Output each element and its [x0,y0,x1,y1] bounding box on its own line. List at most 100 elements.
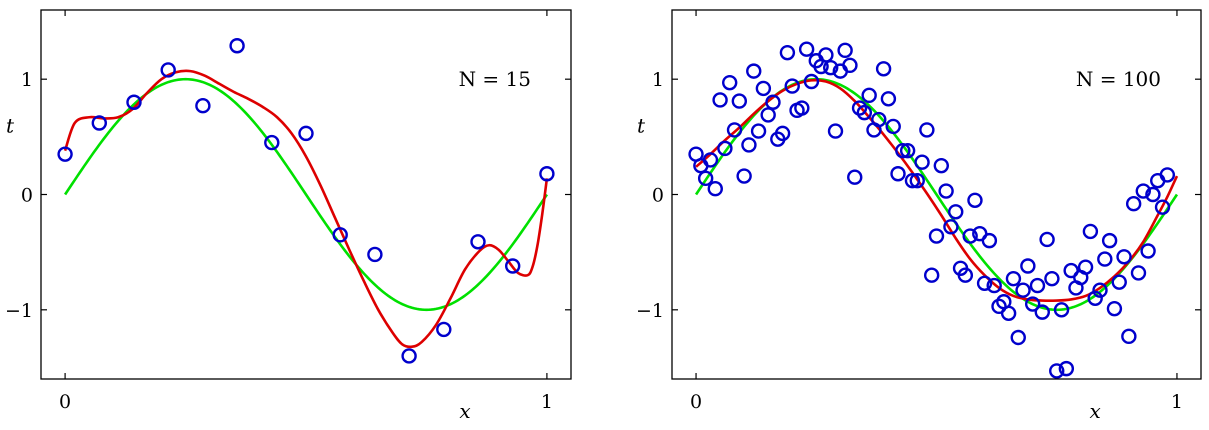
x-axis-label: x [1090,399,1101,423]
data-point [57,146,73,162]
data-point [332,227,348,243]
true-function-curve [64,77,548,312]
data-point [712,92,728,108]
fitted-curve [695,78,1179,303]
data-point [1125,196,1142,212]
chart-panel-n15: 0 1 −1 0 1 x t N = 15 [5,9,572,423]
data-point [823,59,839,76]
sample-size-annotation: N = 15 [459,67,531,91]
y-tick-label: 1 [652,69,664,91]
data-point [1111,274,1127,290]
data-point [1044,270,1060,287]
data-point [962,228,978,244]
data-point [1140,243,1156,259]
data-point [741,137,757,153]
data-point [1097,251,1113,267]
curve-layer [63,69,549,349]
y-axis-label: t [637,113,646,137]
sample-size-annotation: N = 100 [1076,67,1161,91]
y-axis-label: t [6,113,15,137]
data-point [842,57,858,74]
data-point [933,157,950,174]
data-point [875,61,892,77]
data-point [1024,296,1041,312]
data-point [505,258,521,274]
curve-layer [694,77,1179,312]
data-point [470,234,486,250]
data-point [885,118,901,135]
chart-panel-n100: 0 1 −1 0 1 x t N = 100 [636,9,1202,423]
data-point [1130,265,1147,281]
data-point [938,183,954,199]
data-point [1058,360,1075,377]
data-point [827,123,844,139]
data-point [818,47,834,63]
data-point [1121,328,1137,345]
data-point [914,154,930,170]
data-point [1154,199,1171,215]
y-tick-label: 0 [21,185,33,207]
data-point [1034,304,1051,320]
data-point [717,140,733,157]
fitted-curve [63,69,549,349]
data-point [731,93,748,109]
data-point [1039,231,1055,248]
data-point [539,166,555,182]
plot-frame [40,9,572,380]
data-point [1092,282,1108,298]
data-point [923,267,940,283]
x-tick-label: 0 [690,391,702,413]
data-point [736,168,752,184]
data-point [851,100,868,116]
data-point [298,125,314,142]
data-point [229,38,245,54]
data-point [1005,270,1022,287]
data-point [760,107,776,123]
data-point [160,62,176,78]
data-point [1049,363,1065,379]
tick-layer: 0 1 −1 0 1 [636,10,1201,413]
data-point [1106,300,1123,317]
data-point [981,232,998,249]
data-point [928,228,945,244]
data-point [871,111,887,128]
point-layer [57,38,555,364]
data-point [1082,223,1099,240]
data-point [904,172,921,189]
data-point [943,219,959,235]
data-point [986,277,1002,294]
data-point [909,172,925,189]
data-point [746,63,762,79]
data-point [774,125,791,142]
data-point [861,87,877,104]
data-point [436,321,452,338]
data-point [948,204,964,220]
y-tick-label: 1 [21,69,33,91]
data-point [367,246,383,263]
data-point [1015,282,1031,298]
y-tick-label: −1 [636,300,664,322]
data-point [722,74,738,91]
data-point [890,166,906,182]
data-point [919,122,935,138]
data-point [784,78,800,94]
data-point [1087,290,1103,306]
data-point [880,91,897,107]
x-axis-label: x [459,399,470,423]
data-point [264,134,280,151]
data-point [697,170,714,187]
data-point [1029,277,1046,294]
data-point [1077,259,1094,275]
data-point [1010,329,1026,346]
plot-frame [671,9,1202,380]
y-tick-label: −1 [5,300,33,322]
data-point [750,123,767,139]
data-point [847,169,863,185]
x-tick-label: 1 [1171,391,1183,413]
y-tick-label: 0 [652,185,664,207]
data-point [91,115,108,131]
data-point [1101,232,1118,249]
data-point [1135,183,1151,199]
data-point [765,94,781,110]
